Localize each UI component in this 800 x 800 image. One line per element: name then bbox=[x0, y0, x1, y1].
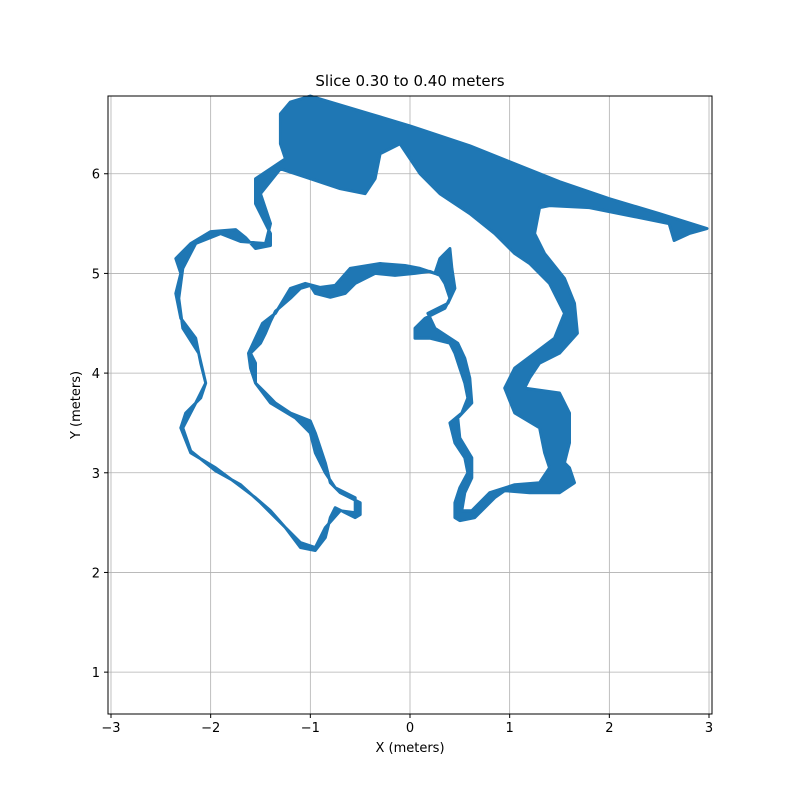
x-tick-label: 2 bbox=[605, 721, 613, 736]
data-layer bbox=[174, 94, 709, 552]
grid bbox=[108, 96, 712, 714]
y-tick-label: 1 bbox=[92, 666, 100, 681]
axis-ticks: −3 −2 −1 0 1 2 3 1 2 3 4 5 6 bbox=[92, 168, 713, 736]
y-tick-label: 6 bbox=[92, 168, 100, 183]
y-tick-label: 2 bbox=[92, 566, 100, 581]
x-tick-label: 3 bbox=[705, 721, 713, 736]
y-tick-label: 3 bbox=[92, 467, 100, 482]
x-tick-label: −1 bbox=[301, 721, 320, 736]
y-tick-label: 5 bbox=[92, 267, 100, 282]
y-tick-label: 4 bbox=[92, 367, 100, 382]
x-tick-label: −2 bbox=[201, 721, 220, 736]
x-axis-label: X (meters) bbox=[375, 741, 444, 756]
point-cloud-slice bbox=[174, 94, 709, 552]
x-tick-label: 0 bbox=[406, 721, 414, 736]
x-tick-label: −3 bbox=[101, 721, 120, 736]
chart-title: Slice 0.30 to 0.40 meters bbox=[315, 72, 504, 90]
y-axis-label: Y (meters) bbox=[69, 371, 84, 440]
x-tick-label: 1 bbox=[506, 721, 514, 736]
